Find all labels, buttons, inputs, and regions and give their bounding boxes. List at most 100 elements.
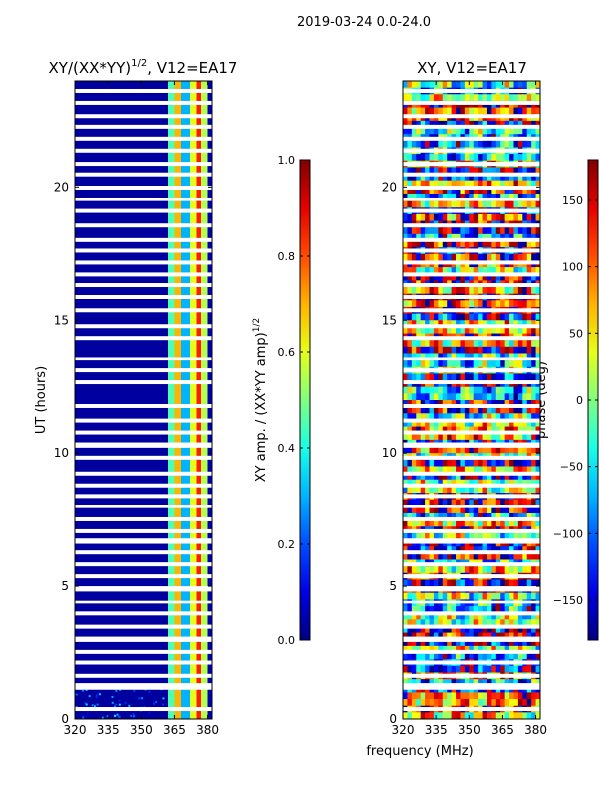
phase-flagged-band (403, 471, 540, 476)
phase-cell (442, 233, 448, 241)
phase-cell (420, 546, 426, 554)
phase-cell (420, 233, 426, 241)
phase-cell (429, 679, 435, 687)
phase-cell (478, 552, 483, 560)
phase-cell (478, 612, 483, 620)
phase-cell (478, 180, 483, 188)
phase-cell (495, 566, 501, 574)
phase-cell (513, 632, 519, 640)
phase-cell (442, 592, 448, 600)
phase-cell (500, 645, 506, 653)
phase-cell (456, 346, 461, 354)
phase-cell (495, 393, 501, 401)
phase-cell (491, 393, 497, 401)
phase-cell (509, 566, 514, 574)
phase-cell (522, 479, 528, 487)
phase-cell (438, 433, 444, 441)
phase-cell (517, 353, 523, 361)
phase-cell (495, 353, 501, 361)
phase-cell (535, 625, 541, 634)
phase-cell (486, 167, 492, 175)
phase-cell (420, 519, 426, 527)
phase-cell (464, 227, 470, 235)
phase-cell (513, 645, 519, 653)
phase-cell (522, 154, 528, 162)
phase-cell (438, 400, 444, 408)
phase-cell (447, 426, 453, 434)
phase-cell (420, 419, 426, 427)
phase-cell (482, 699, 488, 707)
phase-cell (526, 213, 532, 221)
phase-cell (522, 140, 528, 148)
phase-cell (509, 466, 514, 474)
phase-cell (420, 360, 426, 368)
phase-cell (500, 579, 506, 587)
phase-cell (438, 512, 444, 521)
phase-cell (504, 313, 510, 321)
phase-cell (456, 512, 461, 521)
phase-cell (469, 320, 475, 328)
phase-cell (407, 386, 413, 394)
phase-cell (531, 446, 536, 454)
phase-cell (442, 140, 448, 148)
phase-cell (403, 486, 408, 494)
phase-cell (403, 546, 408, 554)
phase-cell (442, 406, 448, 414)
phase-cell (433, 665, 439, 673)
phase-cell (486, 267, 492, 275)
phase-cell (482, 393, 488, 401)
phase-cell (411, 267, 417, 275)
phase-cell (464, 253, 470, 261)
phase-cell (425, 213, 430, 221)
phase-cell (433, 433, 439, 441)
phase-cell (433, 273, 439, 281)
phase-cell (504, 426, 510, 434)
phase-cell (478, 140, 483, 148)
phase-cell (456, 180, 461, 188)
phase-cell (420, 187, 426, 195)
phase-cell (482, 473, 488, 481)
phase-cell (442, 127, 448, 135)
phase-cell (403, 579, 408, 587)
phase-cell (535, 473, 541, 481)
phase-cell (416, 645, 422, 653)
phase-cell (469, 466, 475, 474)
phase-cell (416, 400, 422, 408)
phase-cell (478, 127, 483, 135)
phase-cell (407, 167, 413, 175)
phase-cell (447, 94, 453, 102)
phase-cell (517, 140, 523, 148)
phase-cell (531, 692, 536, 700)
phase-cell (491, 154, 497, 162)
phase-cell (504, 227, 510, 235)
phase-cell (411, 433, 417, 441)
phase-cell (464, 512, 470, 521)
phase-cell (478, 200, 483, 208)
phase-cell (451, 479, 457, 487)
phase-cell (438, 473, 444, 481)
phase-cell (486, 187, 492, 195)
phase-cell (482, 140, 488, 148)
phase-cell (535, 154, 541, 162)
phase-cell (526, 154, 532, 162)
phase-cell (509, 213, 514, 221)
phase-cell (504, 393, 510, 401)
phase-cell (486, 459, 492, 467)
phase-cell (509, 606, 514, 614)
phase-cell (433, 227, 439, 235)
phase-cell (411, 512, 417, 521)
phase-flagged-band (403, 114, 540, 119)
phase-cell (469, 193, 475, 202)
phase-cell (425, 419, 430, 427)
phase-cell (456, 473, 461, 481)
phase-cell (482, 413, 488, 421)
phase-cell (517, 393, 523, 401)
phase-cell (464, 187, 470, 195)
phase-cell (526, 127, 532, 135)
phase-cell (447, 360, 453, 368)
phase-cell (416, 313, 422, 321)
phase-cell (473, 552, 479, 560)
phase-cell (451, 227, 457, 235)
phase-cell (425, 300, 430, 308)
